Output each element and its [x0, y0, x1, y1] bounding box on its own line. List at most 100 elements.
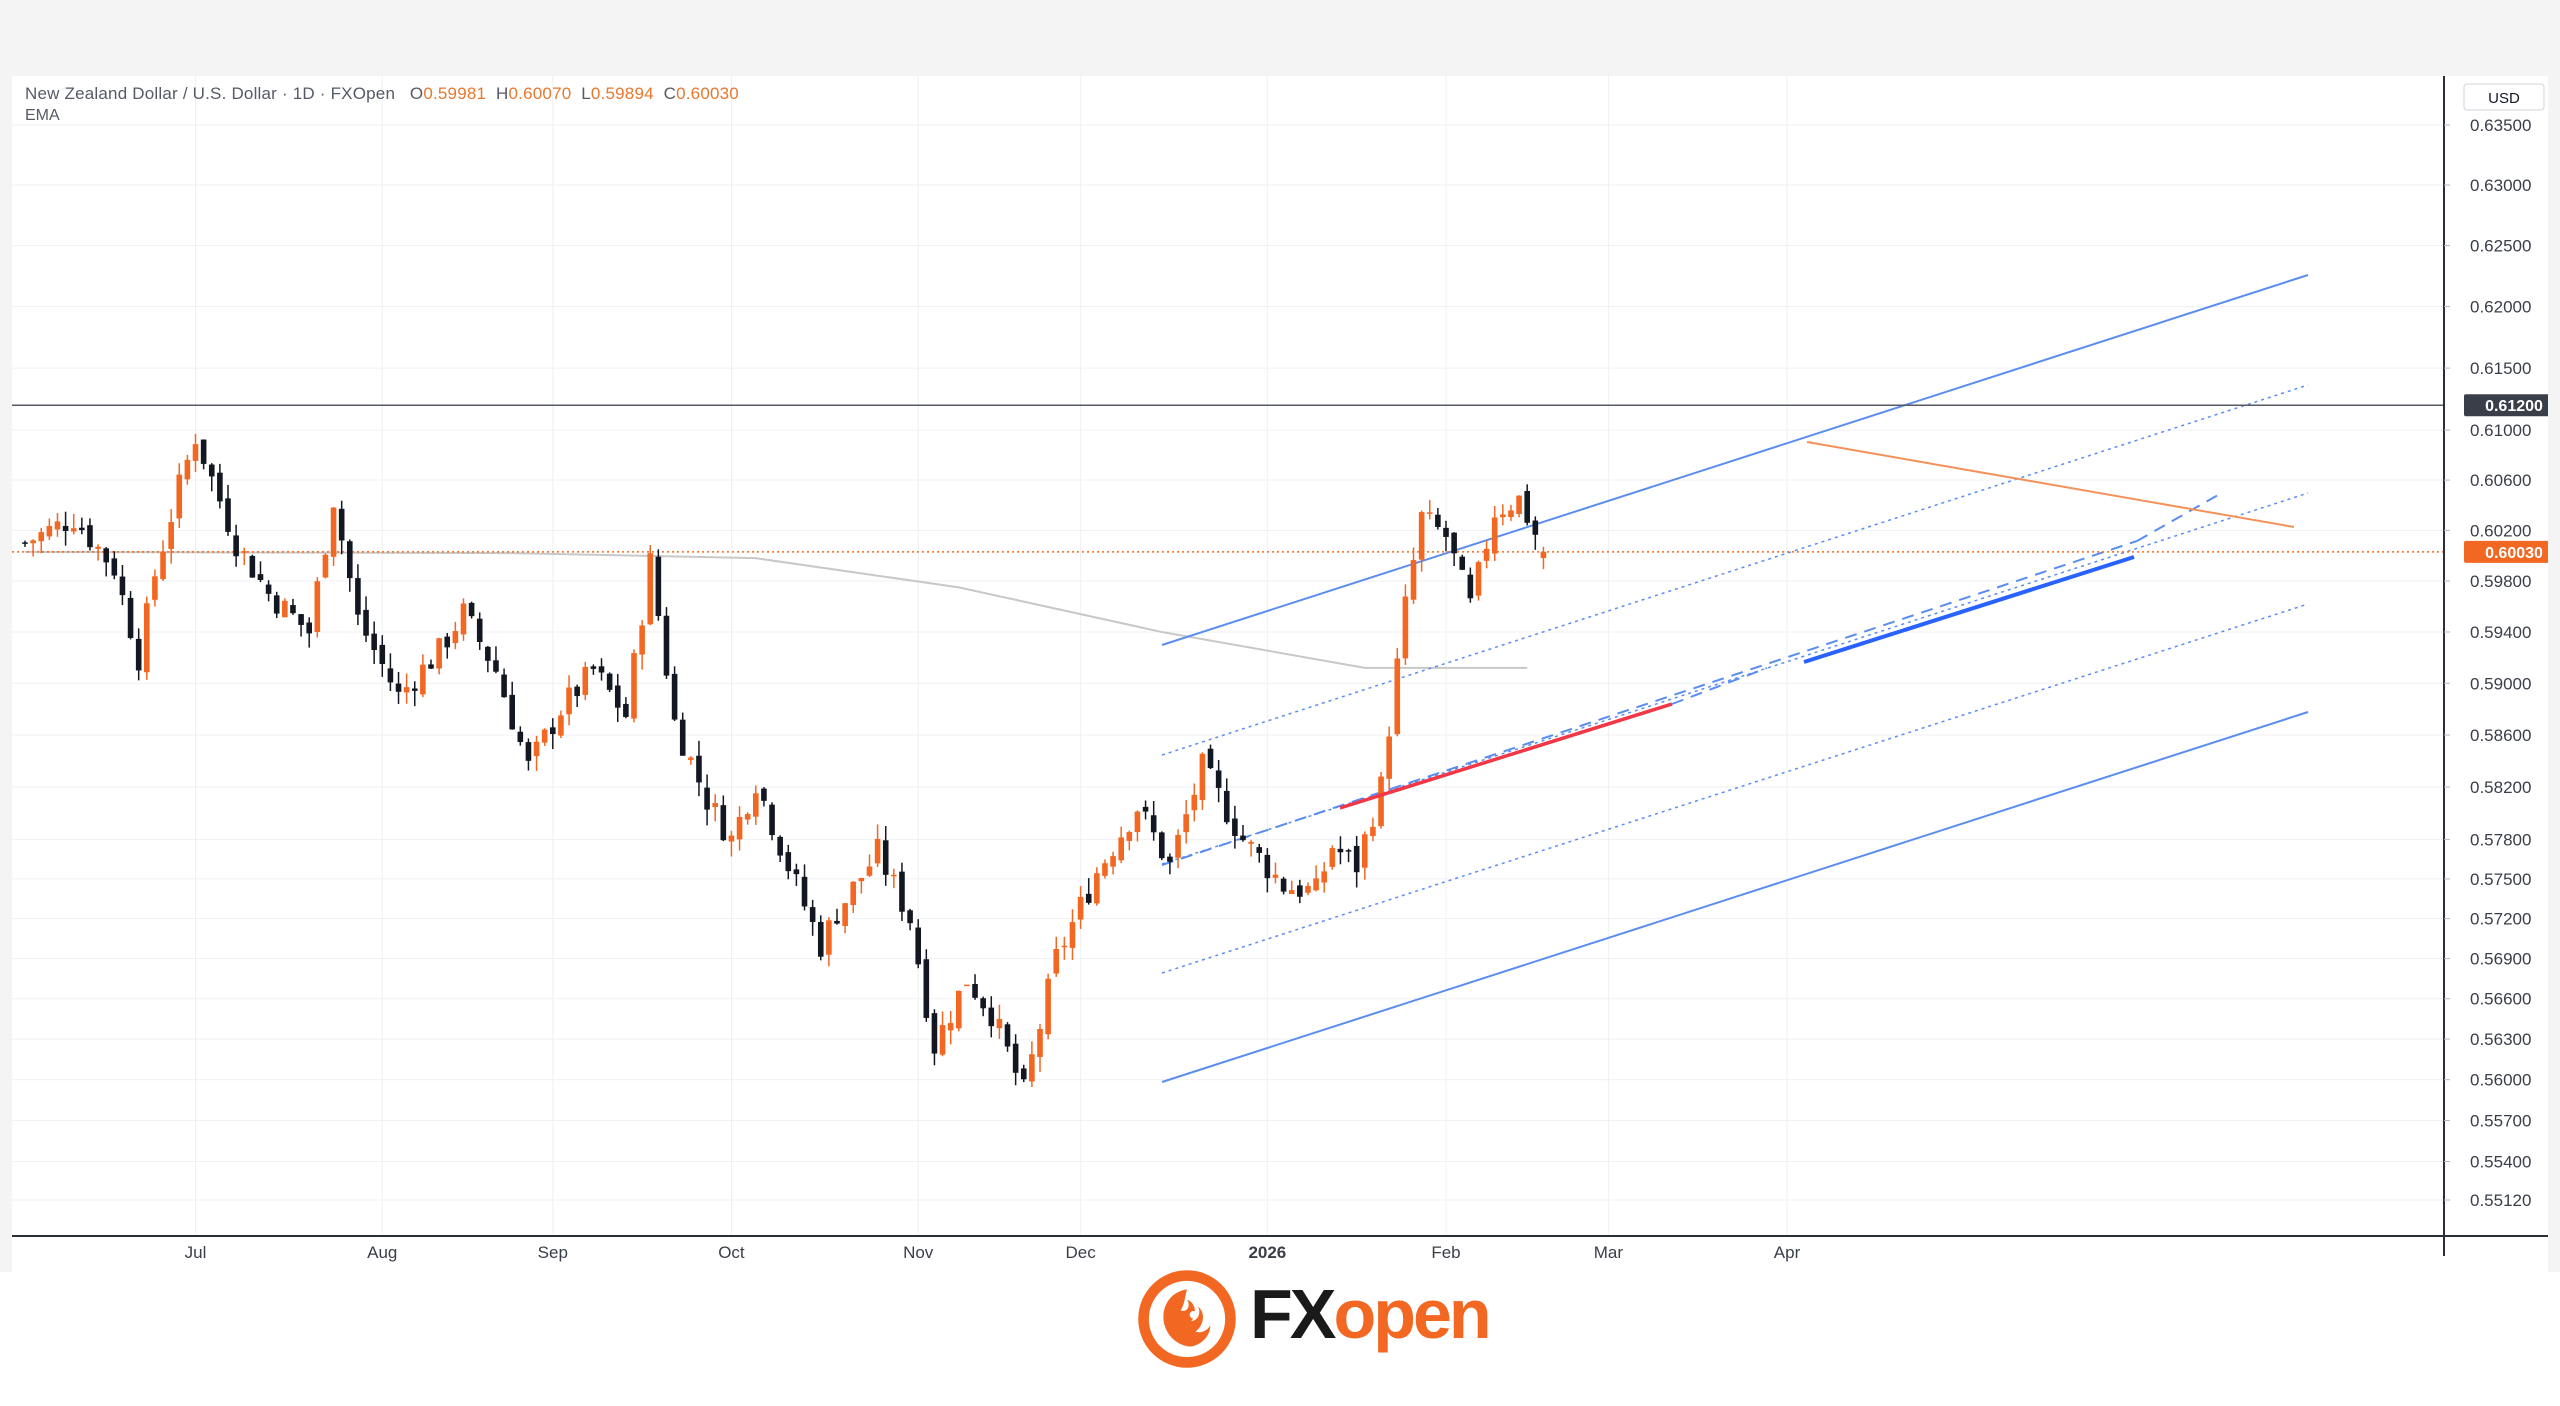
candle[interactable] — [1232, 818, 1238, 836]
candle[interactable] — [1061, 945, 1068, 948]
candle[interactable] — [688, 757, 694, 760]
candle[interactable] — [826, 920, 832, 955]
candle[interactable] — [22, 542, 28, 544]
candle[interactable] — [452, 631, 459, 644]
candle[interactable] — [1402, 596, 1409, 659]
currency-button[interactable] — [2463, 83, 2545, 111]
candle[interactable] — [1264, 854, 1271, 879]
candle[interactable] — [184, 459, 191, 480]
candle[interactable] — [1126, 832, 1133, 841]
candle[interactable] — [1475, 562, 1482, 596]
candle[interactable] — [70, 528, 77, 532]
candle[interactable] — [801, 876, 808, 907]
candle[interactable] — [899, 871, 905, 912]
candle[interactable] — [858, 877, 865, 882]
candle[interactable] — [1142, 806, 1149, 812]
candle[interactable] — [1134, 811, 1141, 833]
candle[interactable] — [144, 603, 150, 673]
candle[interactable] — [1508, 510, 1514, 518]
candle[interactable] — [809, 907, 816, 922]
candle[interactable] — [468, 602, 475, 617]
candle[interactable] — [1394, 658, 1401, 735]
candle[interactable] — [1410, 560, 1417, 600]
candle[interactable] — [663, 615, 670, 676]
candle[interactable] — [306, 622, 312, 634]
candle[interactable] — [501, 674, 507, 698]
candle[interactable] — [915, 927, 921, 965]
candle[interactable] — [525, 742, 532, 761]
candle[interactable] — [1118, 837, 1124, 861]
candle[interactable] — [923, 959, 930, 1018]
price-chart[interactable]: USD 0.63500 0.63000 0.62500 0.62000 0.61500 0.… — [12, 76, 2548, 1272]
candle[interactable] — [1159, 832, 1165, 859]
trend-line-red[interactable] — [1339, 702, 1673, 810]
candle[interactable] — [1459, 556, 1466, 570]
candle[interactable] — [79, 527, 85, 531]
candle[interactable] — [931, 1013, 938, 1054]
candle[interactable] — [1491, 517, 1498, 554]
candle[interactable] — [1329, 848, 1336, 867]
candle[interactable] — [614, 685, 621, 708]
candle[interactable] — [1248, 841, 1254, 844]
candle[interactable] — [1207, 748, 1214, 769]
candle[interactable] — [850, 881, 857, 905]
candle[interactable] — [671, 673, 678, 720]
trend-line-orange[interactable] — [1806, 441, 2295, 528]
candle[interactable] — [314, 581, 321, 632]
candle[interactable] — [785, 852, 792, 872]
candle[interactable] — [866, 866, 873, 876]
candle[interactable] — [712, 803, 718, 807]
candle[interactable] — [956, 990, 962, 1029]
candle[interactable] — [736, 816, 743, 840]
candle[interactable] — [428, 664, 434, 669]
candle[interactable] — [541, 729, 548, 743]
candle[interactable] — [54, 521, 61, 530]
candle[interactable] — [1386, 736, 1392, 779]
candle[interactable] — [1516, 495, 1522, 514]
candle[interactable] — [233, 535, 239, 557]
candle[interactable] — [363, 609, 369, 636]
candle[interactable] — [623, 703, 629, 717]
candle[interactable] — [1345, 850, 1352, 852]
candle[interactable] — [972, 983, 978, 998]
candle[interactable] — [411, 688, 418, 691]
candle[interactable] — [1199, 753, 1206, 801]
candle[interactable] — [874, 838, 881, 864]
candle[interactable] — [1451, 532, 1457, 554]
candle[interactable] — [1029, 1054, 1035, 1082]
candle[interactable] — [517, 731, 524, 742]
candle[interactable] — [1167, 856, 1173, 862]
candle[interactable] — [1483, 548, 1490, 561]
candle[interactable] — [1426, 512, 1433, 514]
candle[interactable] — [1077, 896, 1084, 920]
candle[interactable] — [1183, 814, 1189, 833]
candle[interactable] — [265, 584, 272, 594]
candle[interactable] — [980, 998, 986, 1009]
candle[interactable] — [420, 664, 426, 695]
candle[interactable] — [1443, 527, 1449, 537]
candle[interactable] — [1500, 514, 1506, 518]
candle[interactable] — [282, 600, 288, 618]
candle[interactable] — [533, 741, 540, 757]
candle[interactable] — [119, 576, 126, 596]
candle[interactable] — [509, 694, 515, 730]
candle[interactable] — [1223, 790, 1230, 823]
candle[interactable] — [249, 555, 256, 578]
candle[interactable] — [1337, 848, 1344, 853]
candle[interactable] — [720, 805, 727, 841]
candle[interactable] — [135, 638, 142, 671]
candle[interactable] — [200, 439, 207, 464]
candle[interactable] — [655, 556, 662, 617]
candle[interactable] — [947, 1023, 954, 1031]
candle[interactable] — [176, 474, 183, 519]
candle[interactable] — [1370, 826, 1376, 836]
candle[interactable] — [558, 715, 564, 736]
candle[interactable] — [103, 548, 109, 563]
candle[interactable] — [46, 525, 53, 537]
candle[interactable] — [290, 605, 296, 614]
candle[interactable] — [403, 687, 410, 693]
candle[interactable] — [87, 525, 93, 548]
candle[interactable] — [1020, 1068, 1027, 1080]
candle[interactable] — [988, 1007, 995, 1027]
candle[interactable] — [241, 551, 248, 553]
